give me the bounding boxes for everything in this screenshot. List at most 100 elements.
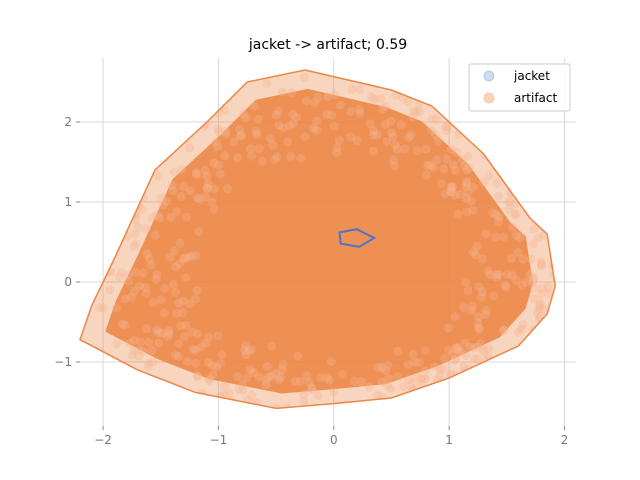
artifact-point <box>322 110 332 120</box>
legend-label-artifact: artifact <box>514 91 558 105</box>
artifact-point <box>155 213 165 223</box>
artifact-point <box>165 252 175 262</box>
artifact-point <box>427 125 437 135</box>
artifact-point <box>443 122 453 132</box>
artifact-point <box>169 279 179 289</box>
artifact-point <box>374 426 383 435</box>
artifact-point <box>477 254 487 264</box>
y-tick-label: 2 <box>64 115 72 129</box>
artifact-point <box>526 254 536 264</box>
artifact-point <box>125 338 135 348</box>
artifact-point <box>504 197 514 207</box>
artifact-point <box>450 165 460 175</box>
artifact-point <box>90 186 100 196</box>
artifact-point <box>129 345 139 355</box>
artifact-point <box>235 131 245 141</box>
x-axis: −2 −1 0 1 2 <box>94 426 568 447</box>
artifact-point <box>135 281 145 291</box>
artifact-point <box>290 376 300 386</box>
artifact-point <box>447 187 457 197</box>
artifact-point <box>214 160 224 170</box>
artifact-point <box>499 325 509 335</box>
legend-marker-artifact <box>483 92 495 104</box>
artifact-point <box>93 250 103 260</box>
artifact-point <box>337 369 347 379</box>
artifact-point <box>529 275 539 285</box>
artifact-point <box>421 366 431 376</box>
artifact-point <box>513 327 523 337</box>
artifact-point <box>355 108 365 118</box>
artifact-point <box>596 238 605 247</box>
artifact-point <box>240 341 250 351</box>
artifact-point <box>535 312 545 322</box>
artifact-point <box>354 104 364 114</box>
artifact-point <box>511 352 521 362</box>
artifact-point <box>436 179 446 189</box>
artifact-point <box>142 324 152 334</box>
artifact-point <box>442 154 452 164</box>
artifact-point <box>335 420 344 429</box>
artifact-point <box>543 214 553 224</box>
artifact-point <box>462 165 472 175</box>
artifact-point <box>479 177 489 187</box>
artifact-point <box>142 249 152 259</box>
artifact-point <box>461 351 471 361</box>
artifact-point <box>561 206 570 215</box>
artifact-point <box>164 326 174 336</box>
artifact-point <box>91 225 101 235</box>
artifact-point <box>288 119 298 129</box>
artifact-point <box>153 328 163 338</box>
artifact-point <box>411 404 421 409</box>
artifact-point <box>251 126 261 136</box>
artifact-point <box>501 282 511 292</box>
artifact-point <box>150 230 160 240</box>
artifact-point <box>293 351 303 361</box>
artifact-point <box>544 289 554 299</box>
artifact-point <box>426 160 436 170</box>
artifact-point <box>284 410 293 419</box>
artifact-point <box>588 278 597 287</box>
artifact-point <box>513 247 523 257</box>
artifact-point <box>408 112 418 122</box>
artifact-point <box>220 106 230 116</box>
artifact-point <box>200 166 210 176</box>
artifact-point <box>446 100 456 110</box>
artifact-point <box>469 343 479 353</box>
artifact-point <box>124 371 134 381</box>
artifact-point <box>386 116 396 126</box>
artifact-point <box>116 378 126 388</box>
artifact-point <box>403 97 413 107</box>
artifact-point <box>270 154 280 164</box>
artifact-point <box>376 94 386 104</box>
artifact-point <box>120 294 130 304</box>
artifact-point <box>446 182 456 192</box>
artifact-point <box>526 378 536 388</box>
artifact-point <box>170 106 180 116</box>
artifact-point <box>265 133 275 143</box>
artifact-point <box>558 298 567 307</box>
artifact-point <box>259 420 268 429</box>
artifact-point <box>464 163 474 173</box>
artifact-point <box>257 156 267 166</box>
artifact-point <box>292 113 302 123</box>
artifact-point <box>431 114 441 124</box>
artifact-point <box>355 85 365 95</box>
artifact-point <box>221 130 231 140</box>
artifact-point <box>363 430 372 439</box>
artifact-point <box>141 224 151 234</box>
artifact-point <box>469 354 479 364</box>
artifact-point <box>406 130 416 140</box>
artifact-point <box>521 277 531 287</box>
artifact-point <box>212 362 222 372</box>
artifact-point <box>174 298 184 308</box>
artifact-point <box>528 277 538 287</box>
artifact-point <box>541 323 551 333</box>
artifact-point <box>159 283 169 293</box>
artifact-point <box>188 344 198 354</box>
artifact-point <box>365 424 374 433</box>
artifact-point <box>172 308 182 318</box>
artifact-point <box>476 293 486 303</box>
artifact-point <box>372 130 382 140</box>
artifact-point <box>193 193 203 203</box>
artifact-point <box>310 98 320 108</box>
